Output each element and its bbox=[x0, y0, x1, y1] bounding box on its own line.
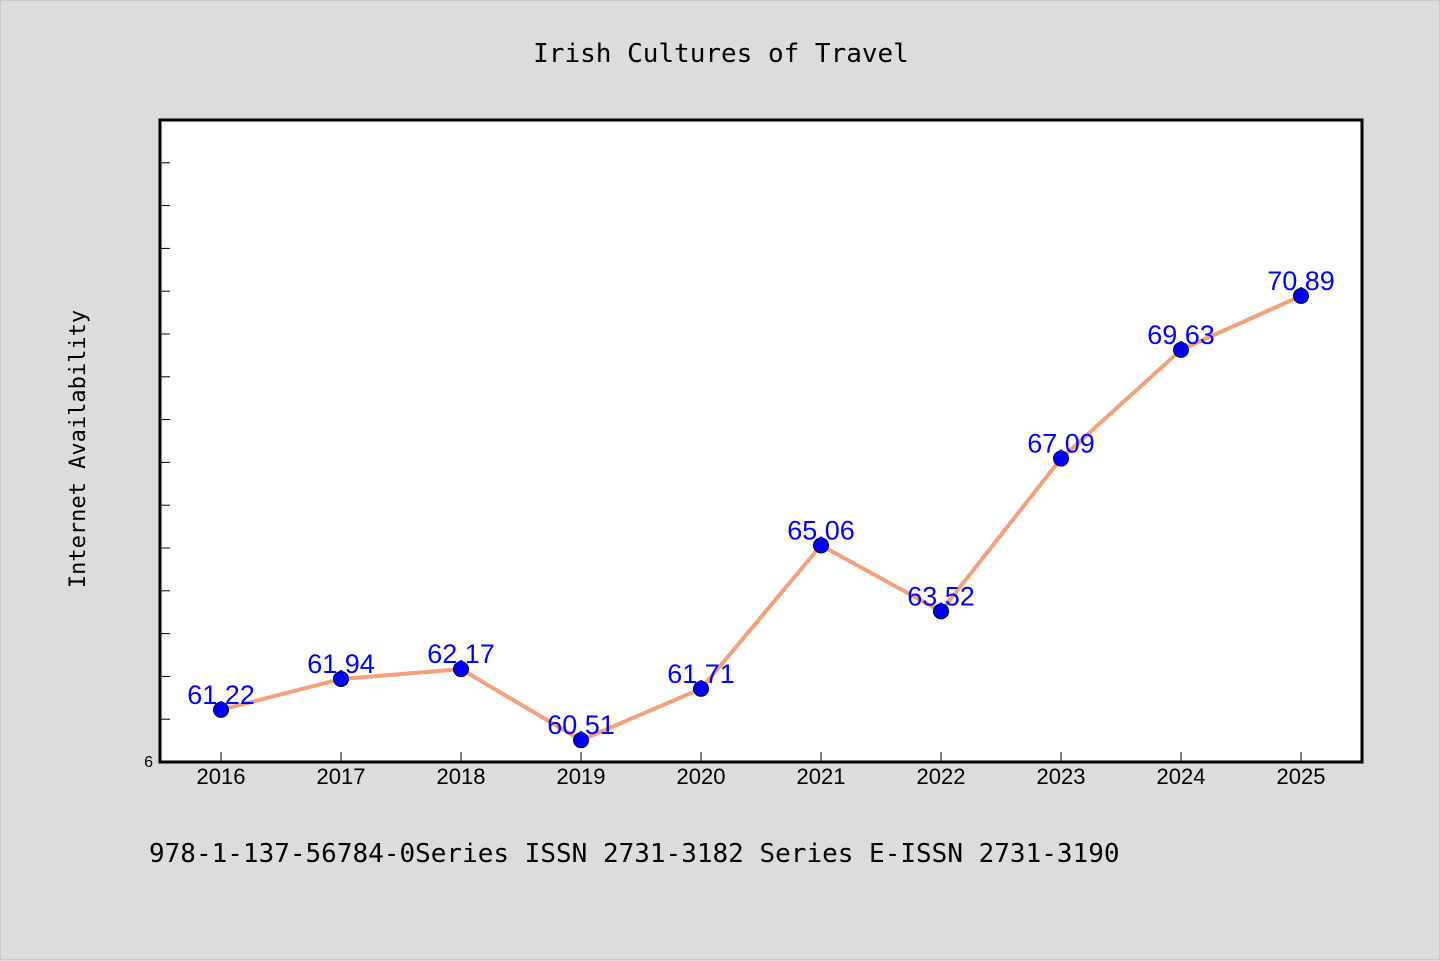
x-tick-label: 2017 bbox=[317, 764, 366, 789]
footer-isbn-text: 978-1-137-56784-0Series ISSN 2731-3182 S… bbox=[149, 839, 1120, 869]
data-label: 61.71 bbox=[667, 659, 735, 689]
x-tick-label: 2016 bbox=[197, 764, 246, 789]
chart-title: Irish Cultures of Travel bbox=[533, 39, 909, 69]
x-tick-label: 2018 bbox=[437, 764, 486, 789]
data-point-marker bbox=[693, 680, 709, 697]
x-tick-label: 2020 bbox=[677, 764, 726, 789]
data-point-marker bbox=[573, 732, 589, 749]
x-axis-ticks bbox=[220, 752, 1302, 762]
y-axis-label: Internet Availability bbox=[66, 310, 91, 588]
data-label: 62.17 bbox=[427, 639, 495, 669]
data-point-marker bbox=[813, 537, 829, 554]
data-point-marker bbox=[213, 701, 229, 718]
x-tick-label: 2021 bbox=[797, 764, 846, 789]
data-label: 61.94 bbox=[307, 649, 375, 679]
data-label: 63.52 bbox=[907, 581, 975, 611]
x-tick-label: 2023 bbox=[1037, 764, 1086, 789]
data-point-marker bbox=[933, 603, 949, 620]
x-tick-label: 2024 bbox=[1157, 764, 1206, 789]
x-tick-label: 2025 bbox=[1277, 764, 1326, 789]
data-point-marker bbox=[1293, 287, 1309, 304]
y-tick-label: 6 bbox=[144, 754, 153, 771]
data-label: 67.09 bbox=[1027, 429, 1095, 459]
data-label: 69.63 bbox=[1147, 320, 1215, 350]
data-point-marker bbox=[453, 661, 469, 678]
x-tick-label: 2019 bbox=[557, 764, 606, 789]
data-label: 61.22 bbox=[187, 680, 255, 710]
x-tick-label: 2022 bbox=[917, 764, 966, 789]
data-point-marker bbox=[1053, 450, 1069, 467]
series-markers bbox=[213, 287, 1309, 749]
data-label: 65.06 bbox=[787, 515, 855, 545]
series-line bbox=[220, 294, 1302, 743]
y-axis-ticks bbox=[160, 162, 170, 720]
data-label: 60.51 bbox=[547, 710, 615, 740]
data-point-marker bbox=[1173, 341, 1189, 358]
data-label: 70.89 bbox=[1267, 266, 1335, 296]
x-axis-tick-labels: 2016 2017 2018 2019 2020 2021 2022 2023 2024 2025 bbox=[197, 764, 1326, 789]
data-labels: 61.22 61.94 62.17 60.51 61.71 65.06 63.52 67.09… bbox=[187, 266, 1335, 740]
data-point-marker bbox=[333, 670, 349, 687]
plot-area bbox=[158, 118, 1364, 764]
